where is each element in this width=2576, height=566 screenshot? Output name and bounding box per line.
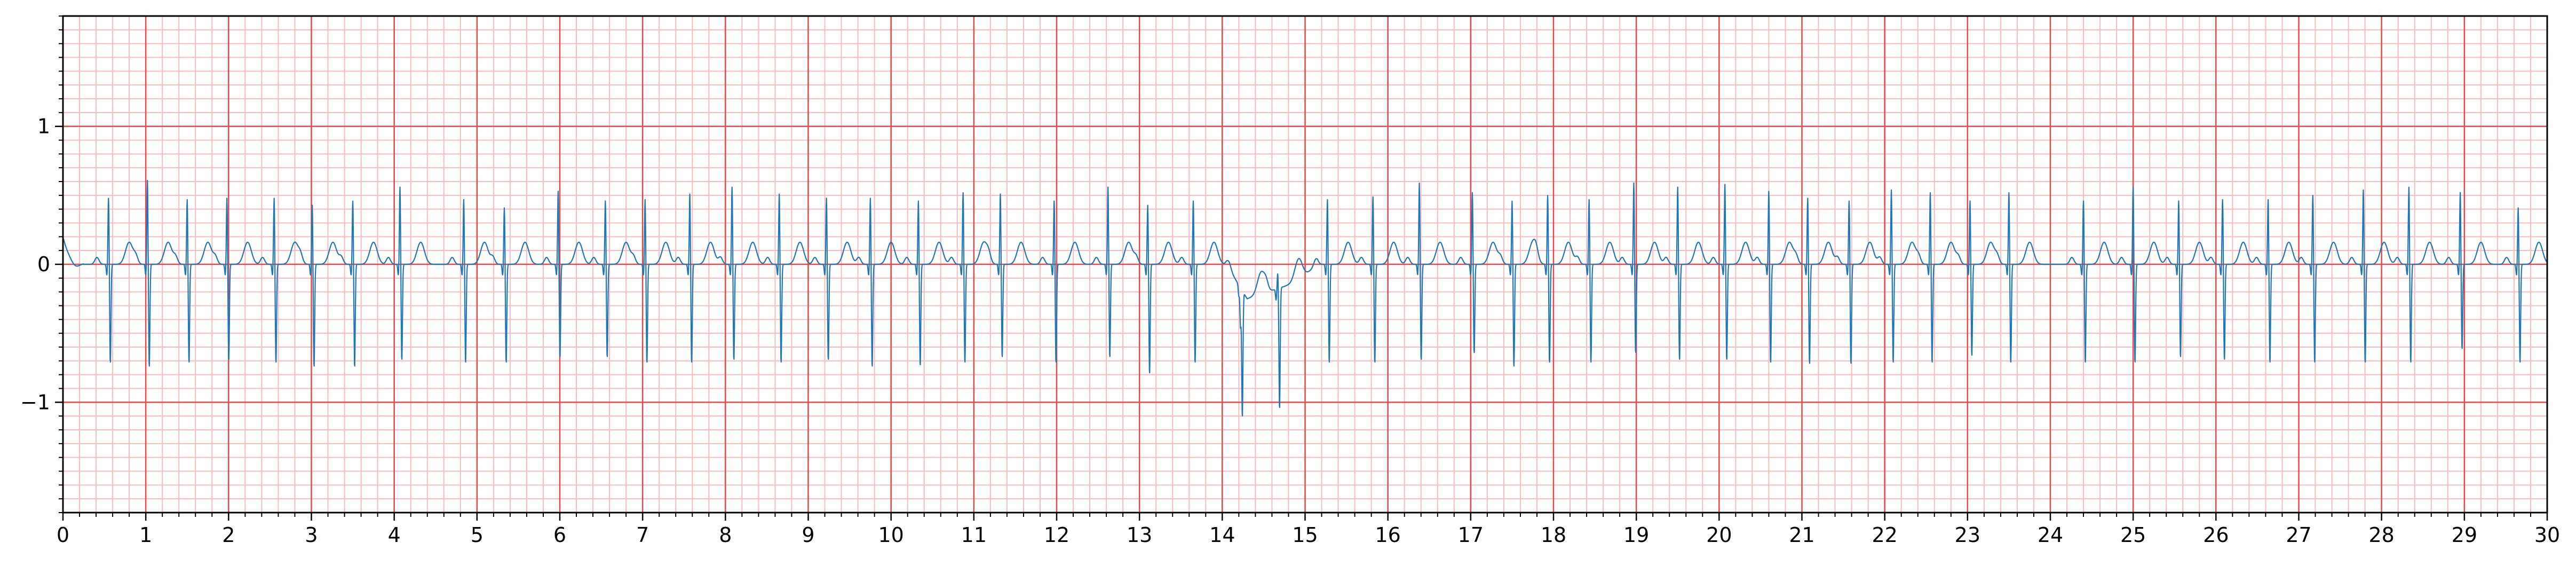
x-tick-label: 6 [553,523,566,547]
ecg-trace-layer [62,179,2548,417]
x-tick-label: 26 [2203,523,2229,547]
x-tick-label: 21 [1789,523,1814,547]
ecg-trace-line [62,179,2548,417]
x-tick-label: 12 [1044,523,1069,547]
x-tick-label: 1 [139,523,152,547]
x-tick-label: 14 [1209,523,1235,547]
x-tick-label: 23 [1955,523,1980,547]
y-tick-label: 1 [37,115,50,138]
x-tick-label: 16 [1375,523,1400,547]
x-tick-label: 7 [636,523,649,547]
x-tick-label: 30 [2534,523,2560,547]
x-tick-label: 18 [1541,523,1566,547]
y-tick-label: −1 [20,390,50,414]
x-tick-label: 15 [1292,523,1318,547]
x-tick-label: 8 [719,523,732,547]
x-tick-label: 11 [961,523,987,547]
x-axis: 0 1 2 3 4 5 6 7 8 9 10 11 12 13 14 15 16 17 18 19 20 21 22 23 24… [57,513,2560,547]
x-tick-label: 9 [802,523,814,547]
major-grid [62,16,2548,513]
x-tick-label: 3 [305,523,318,547]
x-tick-label: 13 [1127,523,1152,547]
y-tick-label: 0 [37,253,50,276]
x-tick-label: 17 [1458,523,1484,547]
y-axis: −1 0 1 [20,15,63,513]
x-tick-label: 28 [2368,523,2394,547]
x-tick-label: 2 [222,523,235,547]
x-tick-label: 25 [2120,523,2146,547]
x-tick-label: 5 [471,523,484,547]
x-tick-label: 24 [2038,523,2063,547]
x-tick-label: 0 [57,523,69,547]
x-tick-label: 20 [1706,523,1732,547]
x-tick-label: 29 [2452,523,2477,547]
x-tick-label: 4 [388,523,401,547]
x-tick-label: 10 [878,523,903,547]
x-tick-label: 27 [2286,523,2311,547]
x-tick-label: 19 [1623,523,1649,547]
x-tick-label: 22 [1872,523,1897,547]
